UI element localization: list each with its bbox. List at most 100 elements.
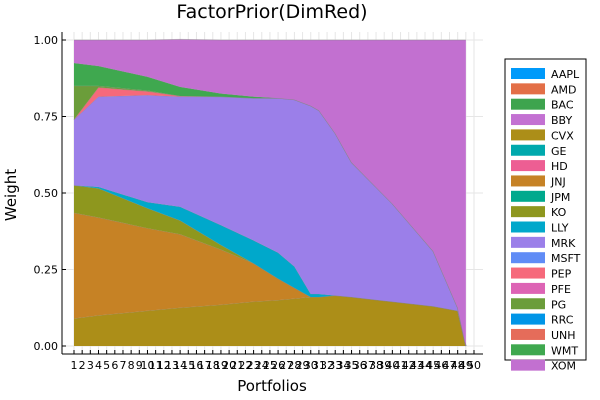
legend-label-pep: PEP — [551, 268, 572, 281]
legend-label-unh: UNH — [551, 329, 576, 342]
x-tick-label: 31 — [312, 359, 326, 372]
legend-swatch-hd — [511, 160, 545, 172]
x-tick-label: 43 — [410, 359, 424, 372]
x-tick-label: 14 — [173, 359, 187, 372]
legend-label-msft: MSFT — [551, 252, 581, 265]
x-tick-label: 39 — [377, 359, 391, 372]
x-tick-label: 5 — [103, 359, 110, 372]
legend-label-xom: XOM — [551, 360, 576, 373]
area-jnj — [74, 212, 466, 346]
legend-swatch-pg — [511, 298, 545, 310]
legend-label-aapl: AAPL — [551, 68, 580, 81]
legend-swatch-amd — [511, 83, 545, 95]
x-tick-label: 8 — [128, 359, 135, 372]
x-tick-label: 47 — [443, 359, 457, 372]
x-tick-label: 17 — [198, 359, 212, 372]
x-tick-label: 34 — [336, 359, 350, 372]
x-tick-label: 44 — [418, 359, 432, 372]
y-tick-label: 0.25 — [34, 264, 59, 277]
area-xom — [74, 39, 466, 346]
legend-label-lly: LLY — [551, 222, 569, 235]
legend-swatch-bac — [511, 98, 545, 110]
legend-swatch-rrc — [511, 313, 545, 325]
area-mrk — [74, 95, 466, 346]
x-tick-label: 46 — [434, 359, 448, 372]
x-tick-label: 37 — [361, 359, 375, 372]
area-edge-xom — [74, 38, 466, 41]
x-tick-label: 13 — [165, 359, 179, 372]
x-tick-label: 42 — [402, 359, 416, 372]
area-lly — [74, 185, 466, 346]
legend-swatch-xom — [511, 359, 545, 371]
legend-label-jnj: JNJ — [550, 175, 566, 188]
legend-swatch-ko — [511, 206, 545, 218]
x-tick-label: 28 — [287, 359, 301, 372]
x-tick-label: 48 — [451, 359, 465, 372]
legend-swatch-pfe — [511, 282, 545, 294]
legend-label-jpm: JPM — [550, 191, 570, 204]
stacked-areas — [73, 38, 467, 347]
legend-label-rrc: RRC — [551, 314, 574, 327]
axes: 0.000.250.500.751.001 2 3 4 5 6 7 8 910111213141… — [34, 32, 483, 372]
x-tick-label: 1 — [71, 359, 78, 372]
legend-swatch-msft — [511, 252, 545, 264]
legend-swatch-ge — [511, 144, 545, 156]
x-tick-label: 7 — [119, 359, 126, 372]
x-tick-label: 24 — [255, 359, 269, 372]
x-tick-label: 29 — [296, 359, 310, 372]
x-tick-label: 27 — [279, 359, 293, 372]
x-tick-label: 33 — [328, 359, 342, 372]
legend-label-hd: HD — [551, 160, 568, 173]
legend-swatch-jpm — [511, 190, 545, 202]
legend-swatch-unh — [511, 328, 545, 340]
y-axis-label: Weight — [2, 169, 20, 221]
legend-swatch-mrk — [511, 236, 545, 248]
y-tick-label: 1.00 — [34, 34, 59, 47]
chart-title: FactorPrior(DimRed) — [176, 1, 367, 23]
legend-label-cvx: CVX — [551, 129, 574, 142]
legend-swatch-pep — [511, 267, 545, 279]
x-tick-label: 35 — [345, 359, 359, 372]
legend-swatch-aapl — [511, 68, 545, 79]
x-tick-label: 12 — [157, 359, 171, 372]
x-axis-label: Portfolios — [237, 377, 307, 395]
x-tick-label: 9 — [136, 359, 143, 372]
x-tick-label: 3 — [87, 359, 94, 372]
legend-swatch-bby — [511, 114, 545, 126]
x-tick-label: 10 — [140, 359, 154, 372]
legend-label-bby: BBY — [551, 114, 572, 127]
x-tick-label: 38 — [369, 359, 383, 372]
x-tick-label: 19 — [214, 359, 228, 372]
area-cvx — [74, 295, 466, 346]
legend-label-pg: PG — [551, 298, 566, 311]
x-tick-label: 4 — [95, 359, 102, 372]
x-tick-label: 41 — [394, 359, 408, 372]
legend-swatch-jnj — [511, 175, 545, 187]
x-tick-label: 26 — [271, 359, 285, 372]
x-tick-label: 45 — [426, 359, 440, 372]
legend-label-mrk: MRK — [551, 237, 576, 250]
legend-label-ge: GE — [551, 145, 567, 158]
x-tick-label: 50 — [467, 359, 481, 372]
area-ko — [74, 185, 466, 346]
y-tick-label: 0.00 — [34, 340, 59, 353]
legend-label-wmt: WMT — [551, 344, 578, 357]
legend-label-bac: BAC — [551, 99, 574, 112]
legend-label-amd: AMD — [551, 83, 577, 96]
x-tick-label: 36 — [353, 359, 367, 372]
x-tick-label: 18 — [206, 359, 220, 372]
x-tick-label: 40 — [385, 359, 399, 372]
x-tick-label: 30 — [304, 359, 318, 372]
x-tick-label: 25 — [263, 359, 277, 372]
y-tick-label: 0.75 — [34, 111, 59, 124]
x-tick-label: 15 — [181, 359, 195, 372]
legend-swatch-wmt — [511, 344, 545, 356]
x-tick-label: 16 — [189, 359, 203, 372]
legend-label-pfe: PFE — [551, 283, 571, 296]
x-tick-label: 2 — [79, 359, 86, 372]
x-tick-label: 21 — [230, 359, 244, 372]
x-tick-label: 49 — [459, 359, 473, 372]
legend-swatch-lly — [511, 221, 545, 233]
x-tick-label: 32 — [320, 359, 334, 372]
